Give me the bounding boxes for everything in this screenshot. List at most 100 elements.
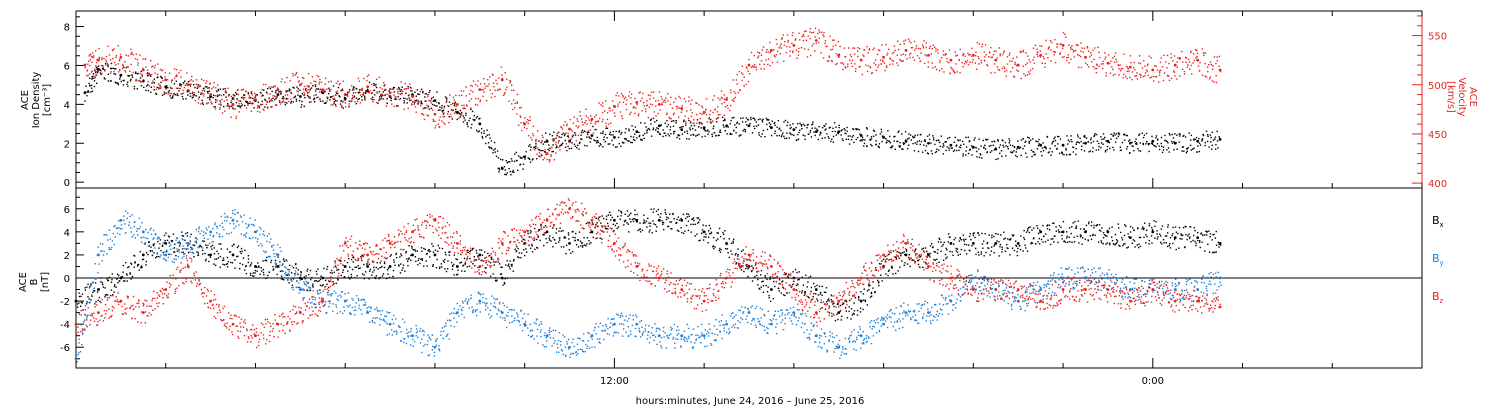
velocity-dot xyxy=(992,53,995,56)
density-dot xyxy=(228,94,230,96)
field-dot xyxy=(178,249,180,251)
density-dot xyxy=(261,94,264,97)
field-dot xyxy=(104,296,106,298)
field-point xyxy=(433,253,437,257)
velocity-dot xyxy=(937,49,939,51)
velocity-dot xyxy=(869,66,871,68)
velocity-dot xyxy=(867,65,869,67)
velocity-dot xyxy=(1117,64,1120,66)
density-dot xyxy=(1065,149,1067,151)
density-dot xyxy=(430,107,433,109)
velocity-dot xyxy=(144,58,147,60)
velocity-dot xyxy=(1097,46,1099,49)
field-dot xyxy=(609,211,611,214)
field-dot xyxy=(230,261,232,264)
density-dot xyxy=(1022,138,1024,140)
field-dot xyxy=(91,295,93,297)
density-point xyxy=(859,134,863,137)
density-dot xyxy=(163,93,166,95)
field-dot xyxy=(990,250,993,252)
velocity-dot xyxy=(1213,81,1215,83)
density-dot xyxy=(1125,148,1128,150)
density-dot xyxy=(217,88,220,91)
density-dot xyxy=(569,139,572,141)
field-dot xyxy=(134,255,136,257)
density-dot xyxy=(887,130,889,132)
field-dot xyxy=(156,252,159,254)
field-dot xyxy=(426,252,428,255)
velocity-dot xyxy=(297,81,300,83)
density-dot xyxy=(514,153,516,155)
density-dot xyxy=(506,172,508,174)
velocity-dot xyxy=(1204,75,1207,77)
density-point xyxy=(590,134,594,137)
density-dot xyxy=(1119,146,1122,148)
velocity-dot xyxy=(823,35,825,38)
velocity-dot xyxy=(851,59,854,62)
density-dot xyxy=(959,146,962,149)
density-dot xyxy=(858,128,860,131)
velocity-dot xyxy=(661,103,663,106)
velocity-dot xyxy=(1027,71,1030,73)
velocity-dot xyxy=(464,107,466,110)
density-dot xyxy=(665,134,667,137)
velocity-point xyxy=(523,122,527,126)
field-dot xyxy=(701,232,703,235)
field-dot xyxy=(643,219,645,221)
field-dot xyxy=(211,248,213,250)
field-dot xyxy=(318,280,320,282)
velocity-dot xyxy=(917,47,920,50)
density-dot xyxy=(852,127,854,130)
field-dot xyxy=(485,272,487,274)
field-dot xyxy=(878,284,880,287)
field-dot xyxy=(925,263,927,265)
velocity-dot xyxy=(1083,47,1086,49)
velocity-dot xyxy=(94,50,97,52)
field-dot xyxy=(400,263,402,265)
field-dot xyxy=(580,245,582,247)
density-dot xyxy=(443,105,446,108)
density-dot xyxy=(388,90,390,92)
field-dot xyxy=(634,218,636,220)
field-dot xyxy=(968,235,971,238)
velocity-dot xyxy=(360,88,362,91)
velocity-dot xyxy=(809,28,812,30)
density-dot xyxy=(1142,143,1145,146)
velocity-dot xyxy=(953,70,955,72)
density-dot xyxy=(1051,151,1054,153)
velocity-dot xyxy=(286,76,288,79)
field-dot xyxy=(627,215,629,218)
velocity-dot xyxy=(134,57,137,60)
density-dot xyxy=(932,137,935,139)
density-dot xyxy=(923,140,926,142)
field-dot xyxy=(698,219,701,221)
density-dot xyxy=(889,142,891,144)
velocity-dot xyxy=(735,79,738,81)
density-dot xyxy=(993,149,996,151)
velocity-dot xyxy=(112,49,114,52)
field-dot xyxy=(226,266,229,268)
density-dot xyxy=(762,118,764,121)
density-dot xyxy=(353,95,356,97)
density-dot xyxy=(1065,147,1067,150)
density-dot xyxy=(433,104,436,106)
field-point xyxy=(231,253,235,257)
velocity-dot xyxy=(678,107,681,109)
density-dot xyxy=(398,88,401,90)
density-dot xyxy=(650,123,652,125)
field-dot xyxy=(217,257,220,259)
velocity-dot xyxy=(692,122,694,125)
density-dot xyxy=(622,142,624,144)
velocity-dot xyxy=(908,40,911,43)
field-dot xyxy=(484,267,486,269)
velocity-dot xyxy=(1185,57,1187,59)
velocity-dot xyxy=(1079,55,1082,58)
density-dot xyxy=(1138,149,1140,152)
density-dot xyxy=(877,145,880,148)
density-dot xyxy=(875,140,877,142)
field-dot xyxy=(81,302,84,304)
field-dot xyxy=(986,241,989,244)
velocity-dot xyxy=(978,63,980,65)
density-dot xyxy=(168,89,171,92)
field-dot xyxy=(846,317,849,319)
